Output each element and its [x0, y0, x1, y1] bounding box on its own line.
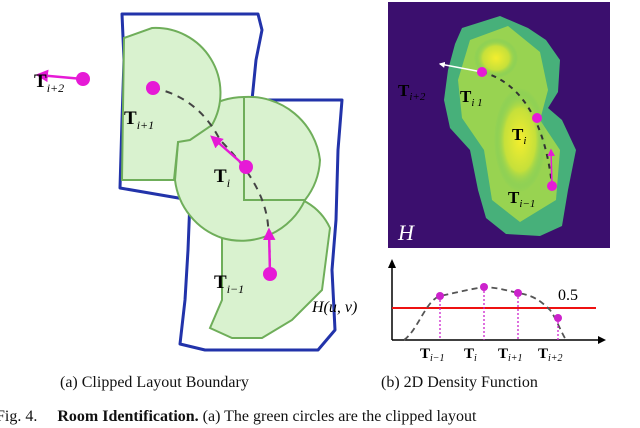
tick-label-3: Ti+2 [538, 346, 563, 364]
pose-arrow-next2 [35, 69, 84, 83]
heatmap-point-prev [547, 181, 557, 191]
heatmap-trajectory [481, 71, 553, 187]
pose-point-next2 [76, 72, 90, 86]
density-point-0 [436, 292, 444, 300]
plot-x-axis-arrowhead [598, 336, 606, 344]
plot-ticks: Ti−1 Ti Ti+1 Ti+2 [420, 283, 563, 364]
clipped-circle-next1 [120, 26, 222, 181]
panel-b-plot: 0.5 H(u, v) Ti−1 Ti Ti+1 Ti+2 [311, 259, 606, 364]
heatmap-arrow-prev [547, 148, 555, 187]
panel-a: Ti+2 Ti+1 Ti Ti−1 [34, 12, 344, 352]
figure-caption: Fig. 4. Room Identification. (a) The gre… [0, 408, 476, 426]
plot-y-axis-arrowhead [388, 259, 396, 268]
density-point-3 [554, 314, 562, 322]
heatmap-point-next1 [477, 67, 487, 77]
heatmap-label-h: H [397, 220, 415, 245]
caption-panel-a: (a) Clipped Layout Boundary [60, 374, 249, 391]
pose-point-next1 [146, 81, 160, 95]
density-curve [403, 286, 567, 341]
heatmap-label-t-cur: Ti [512, 125, 526, 147]
heatmap-label-t-next2: Ti+2 [398, 81, 426, 103]
density-point-2 [514, 289, 522, 297]
clipped-circle-cur-right [243, 95, 322, 201]
figure-caption-text: (a) The green circles are the clipped la… [198, 408, 477, 425]
heatmap-label-t-prev: Ti−1 [508, 188, 535, 210]
density-point-1 [480, 283, 488, 291]
plot-ylabel: H(u, v) [311, 299, 357, 316]
heatmap-point-cur [532, 113, 542, 123]
threshold-label: 0.5 [558, 287, 578, 304]
heatmap-peak [494, 88, 546, 192]
figure-caption-prefix: Fig. 4. [0, 408, 38, 425]
heatmap-arrow-next2 [438, 61, 483, 73]
figure-caption-title: Room Identification. [57, 408, 199, 425]
pose-arrow-prev [262, 227, 276, 275]
label-t-next2: Ti+2 [34, 71, 64, 95]
tick-label-0: Ti−1 [420, 346, 445, 364]
label-t-cur: Ti [214, 166, 230, 190]
label-t-prev: Ti−1 [214, 272, 244, 296]
label-t-next1: Ti+1 [124, 108, 154, 132]
caption-panel-b: (b) 2D Density Function [381, 374, 538, 391]
pose-arrow-cur [210, 135, 247, 168]
tick-label-1: Ti [464, 346, 477, 364]
heatmap-label-t-next1: Ti 1 [460, 87, 483, 109]
panel-b-heatmap: Ti+2 Ti 1 Ti Ti−1 H [388, 2, 610, 248]
layout-boundary [118, 12, 344, 352]
tick-label-2: Ti+1 [498, 346, 523, 364]
pose-point-prev [263, 267, 277, 281]
pose-point-cur [239, 160, 253, 174]
